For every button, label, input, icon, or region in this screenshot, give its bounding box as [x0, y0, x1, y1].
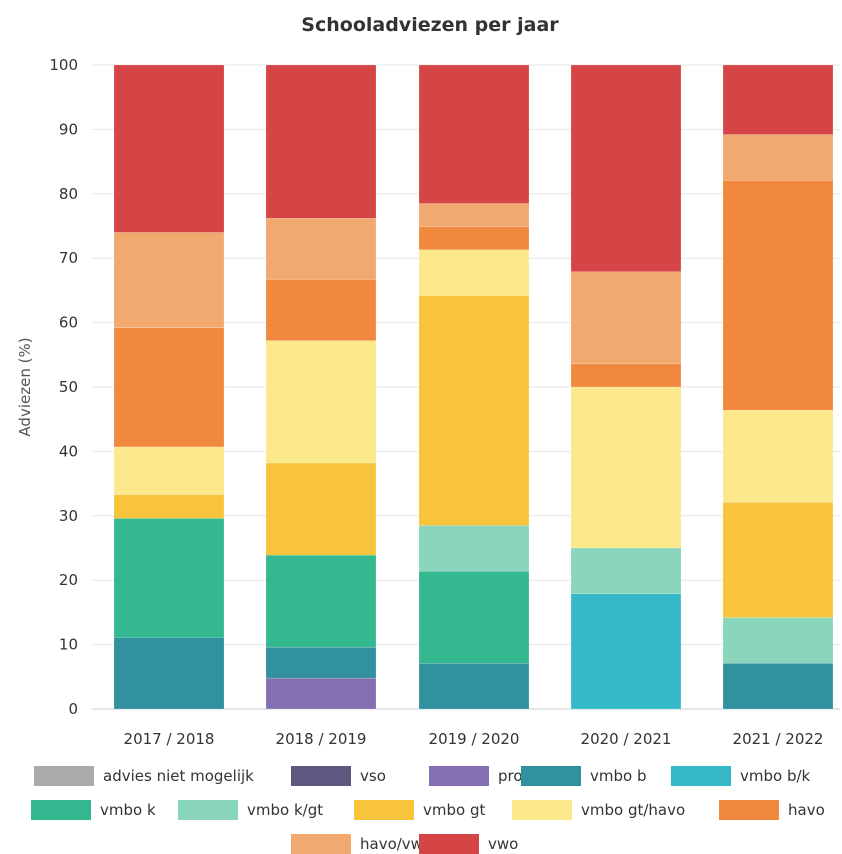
bar-segment — [418, 663, 530, 710]
legend-label[interactable]: advies niet mogelijk — [103, 767, 254, 785]
bar-segment — [113, 64, 225, 233]
bar-segment — [722, 64, 834, 135]
legend-label[interactable]: vmbo gt/havo — [581, 801, 685, 819]
legend-swatch[interactable] — [354, 800, 414, 820]
bar-segment — [418, 570, 530, 664]
bar-segment — [113, 637, 225, 710]
legend-swatch[interactable] — [512, 800, 572, 820]
bar-segment — [265, 279, 377, 341]
legend-label[interactable]: vmbo b — [590, 767, 646, 785]
y-tick-label: 10 — [59, 636, 78, 654]
bar-segment — [418, 203, 530, 227]
legend-swatch[interactable] — [31, 800, 91, 820]
legend-label[interactable]: havo — [788, 801, 825, 819]
bar-segment — [570, 271, 682, 365]
y-tick-label: 70 — [59, 249, 78, 267]
legend-label[interactable]: vmbo gt — [423, 801, 485, 819]
bar-segment — [570, 547, 682, 594]
bar-stacks — [113, 64, 834, 710]
bar-segment — [418, 525, 530, 572]
bar-segment — [113, 327, 225, 448]
x-tick-label: 2017 / 2018 — [124, 730, 215, 748]
bar-segment — [265, 218, 377, 280]
bar-segment — [570, 386, 682, 549]
y-tick-label: 30 — [59, 507, 78, 525]
y-tick-label: 20 — [59, 571, 78, 589]
y-tick-labels: 0 10 20 30 40 50 60 70 80 90 100 — [49, 56, 78, 718]
legend-label[interactable]: havo/vwo — [360, 835, 432, 853]
legend-swatch[interactable] — [719, 800, 779, 820]
legend: advies niet mogelijk vso pro vmbo b vmbo b/k… — [31, 766, 825, 854]
legend-label[interactable]: vmbo b/k — [740, 767, 811, 785]
bar-segment — [722, 409, 834, 503]
legend-swatch[interactable] — [291, 834, 351, 854]
x-tick-label: 2018 / 2019 — [276, 730, 367, 748]
y-tick-label: 80 — [59, 185, 78, 203]
bar-segment — [418, 226, 530, 251]
bar-segment — [265, 462, 377, 556]
legend-label[interactable]: vmbo k/gt — [247, 801, 323, 819]
bar-segment — [722, 617, 834, 664]
bar-segment — [418, 295, 530, 526]
y-tick-label: 90 — [59, 120, 78, 138]
bar-segment — [113, 446, 225, 495]
legend-swatch[interactable] — [291, 766, 351, 786]
x-tick-label: 2020 / 2021 — [581, 730, 672, 748]
legend-swatch[interactable] — [521, 766, 581, 786]
legend-swatch[interactable] — [671, 766, 731, 786]
legend-label[interactable]: vso — [360, 767, 386, 785]
bar-segment — [265, 554, 377, 648]
bar-segment — [113, 494, 225, 519]
x-tick-label: 2021 / 2022 — [733, 730, 824, 748]
bar-segment — [418, 64, 530, 204]
y-tick-label: 40 — [59, 442, 78, 460]
y-axis-label: Adviezen (%) — [16, 337, 34, 436]
legend-swatch[interactable] — [429, 766, 489, 786]
x-tick-labels: 2017 / 2018 2018 / 2019 2019 / 2020 2020 / … — [124, 730, 824, 748]
bar-segment — [570, 363, 682, 388]
bar-segment — [265, 340, 377, 464]
legend-swatch[interactable] — [34, 766, 94, 786]
bar-segment — [570, 593, 682, 710]
bar-segment — [722, 502, 834, 618]
legend-swatch[interactable] — [419, 834, 479, 854]
legend-label[interactable]: pro — [498, 767, 523, 785]
bar-segment — [265, 677, 377, 710]
legend-swatch[interactable] — [178, 800, 238, 820]
bar-segment — [265, 646, 377, 679]
bar-segment — [722, 134, 834, 181]
chart-title: Schooladviezen per jaar — [301, 14, 559, 36]
legend-label[interactable]: vwo — [488, 835, 518, 853]
y-tick-label: 60 — [59, 314, 78, 332]
bar-segment — [113, 518, 225, 638]
y-tick-label: 50 — [59, 378, 78, 396]
bar-segment — [722, 180, 834, 411]
bar-segment — [722, 663, 834, 710]
bar-segment — [265, 64, 377, 219]
bar-segment — [570, 64, 682, 272]
legend-label[interactable]: vmbo k — [100, 801, 156, 819]
y-tick-label: 0 — [68, 700, 78, 718]
x-tick-label: 2019 / 2020 — [429, 730, 520, 748]
bar-segment — [113, 232, 225, 329]
bar-segment — [418, 249, 530, 296]
y-tick-label: 100 — [49, 56, 78, 74]
